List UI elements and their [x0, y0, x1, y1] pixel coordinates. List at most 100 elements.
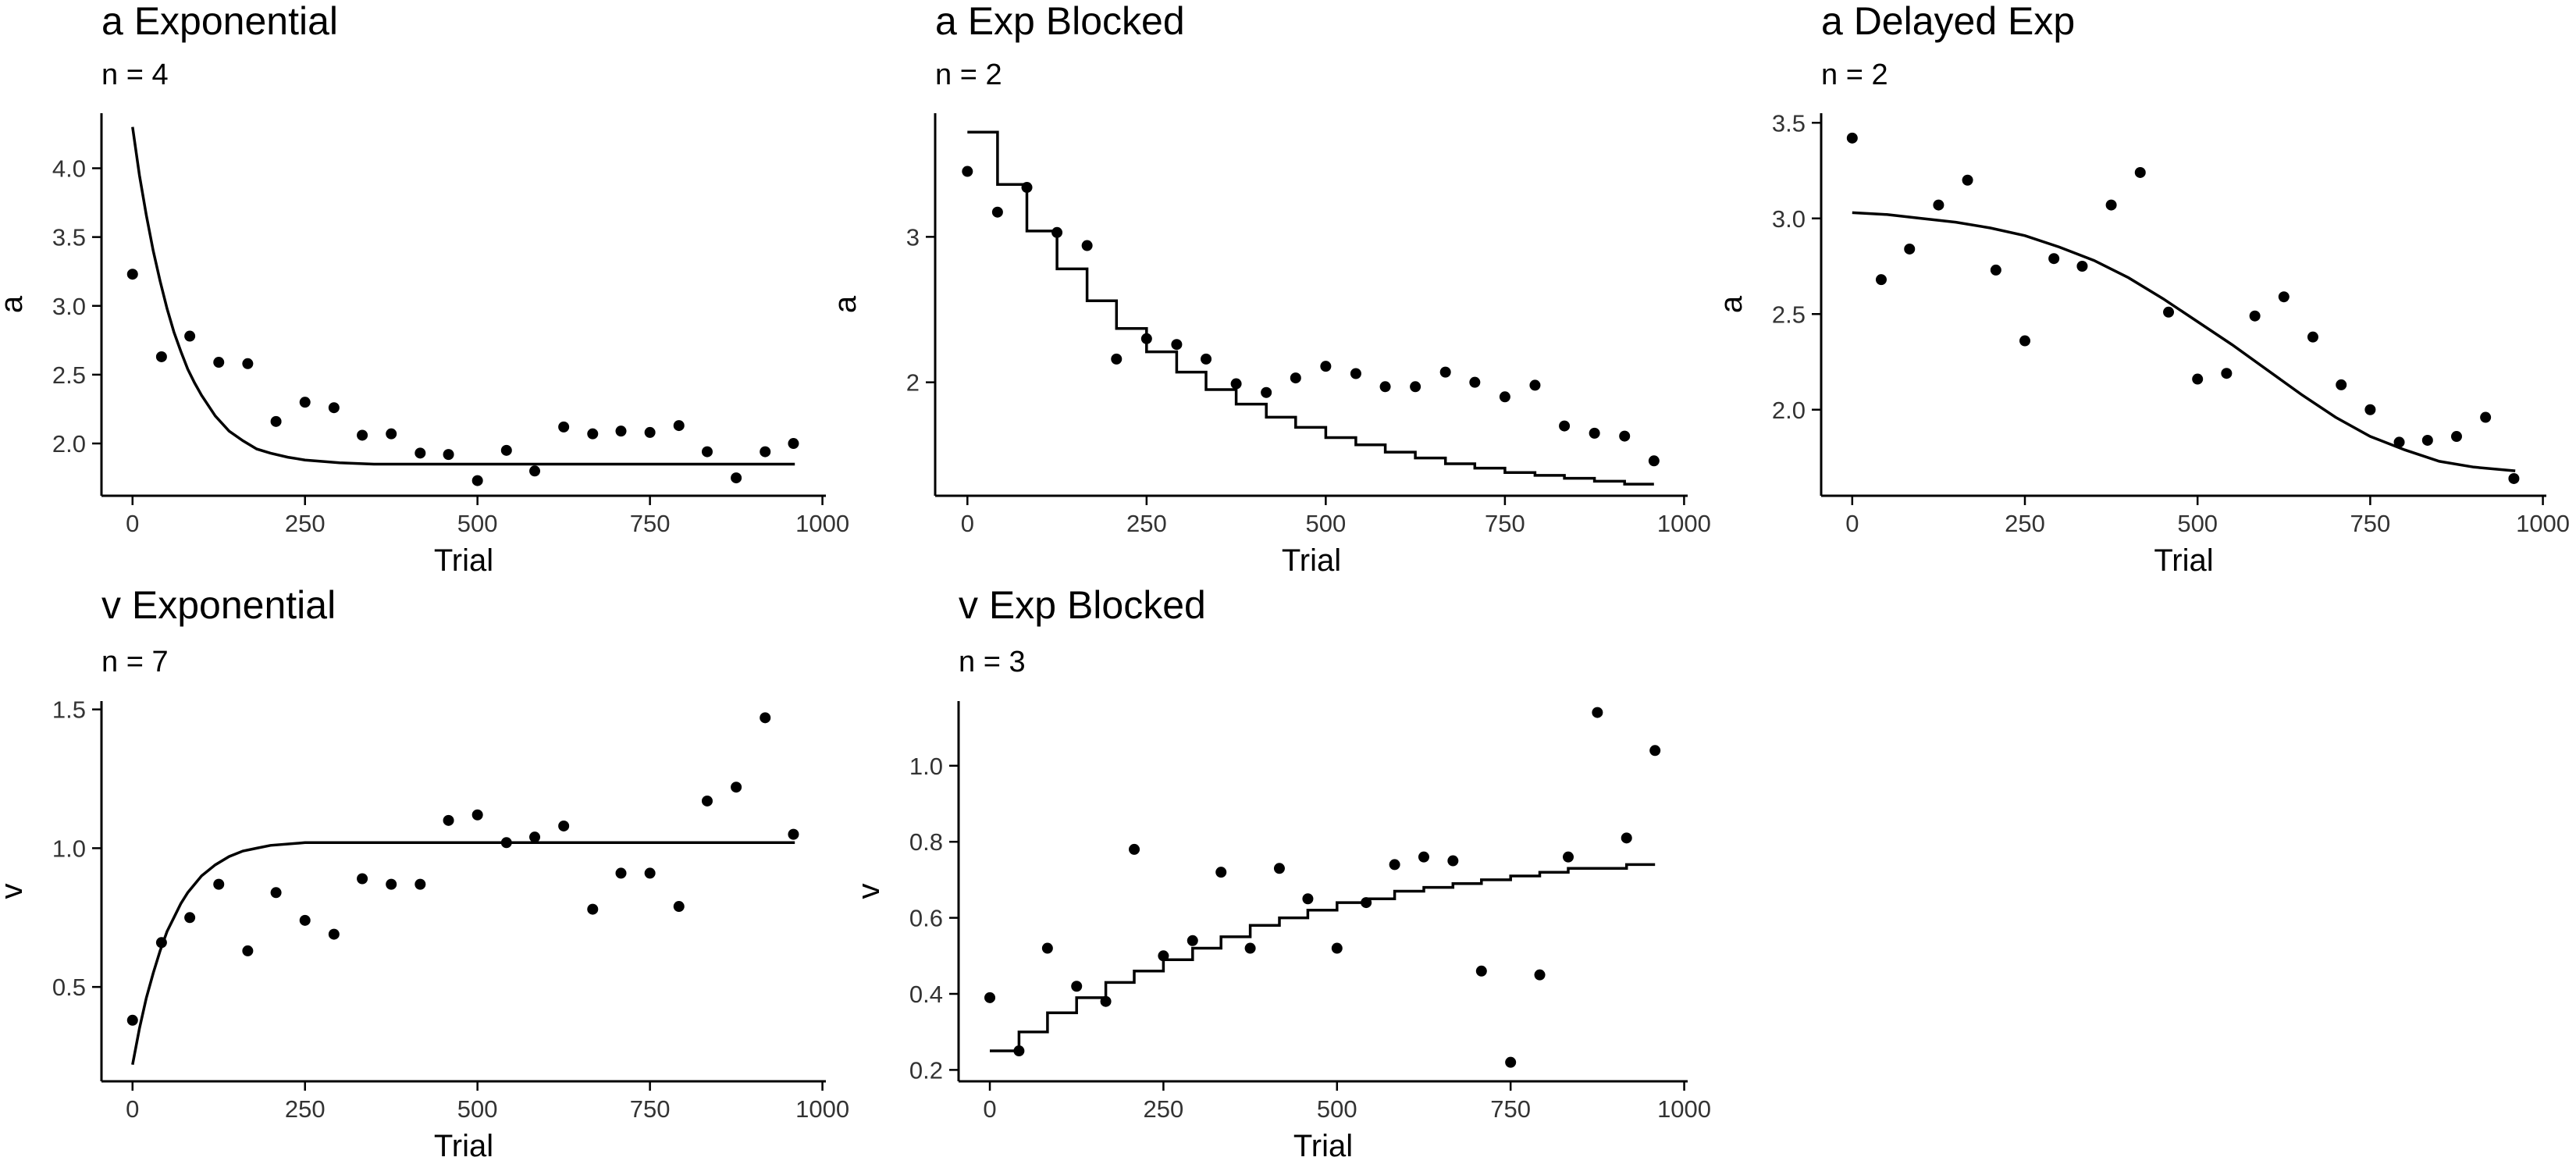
data-point [731, 472, 742, 484]
data-point [328, 402, 340, 414]
y-tick-label: 3.5 [1772, 109, 1806, 137]
data-point [673, 420, 685, 432]
y-axis-label: a [0, 295, 29, 313]
data-point [2421, 434, 2433, 446]
panel-5: v Exp Blocked n = 3 0 250 500 750 1000 0.2 0.4 0.… [852, 583, 1711, 1163]
data-point [1904, 243, 1916, 255]
data-point [760, 712, 771, 724]
data-point [529, 831, 541, 843]
data-point [184, 912, 196, 924]
data-point [500, 837, 512, 849]
y-tick-label: 0.8 [909, 828, 943, 856]
data-point [701, 795, 713, 806]
data-point [1350, 368, 1361, 379]
data-point [1563, 851, 1574, 863]
data-point [471, 809, 483, 821]
data-point [1592, 707, 1603, 718]
data-point [1846, 132, 1858, 144]
data-point [1290, 372, 1301, 384]
data-point [529, 465, 541, 477]
data-point [386, 878, 397, 890]
data-point [1331, 942, 1343, 954]
data-point [1361, 897, 1372, 909]
x-tick-label: 1000 [795, 1095, 849, 1123]
y-tick-label: 0.4 [909, 981, 943, 1008]
data-point [2364, 404, 2376, 415]
data-point [1051, 226, 1063, 238]
x-tick-label: 1000 [1657, 1095, 1711, 1123]
x-tick-label: 750 [1490, 1095, 1531, 1123]
x-tick-label: 500 [2177, 510, 2218, 537]
panel-subtitle: n = 3 [959, 646, 1026, 678]
data-point [731, 782, 742, 793]
step-line [967, 130, 1654, 486]
y-tick-label: 2.0 [1772, 397, 1806, 424]
data-point [1559, 420, 1571, 432]
data-point [1244, 942, 1256, 954]
y-axis-label: v [0, 884, 29, 899]
data-point [962, 166, 973, 177]
data-point [1261, 386, 1272, 398]
panel-subtitle: n = 7 [101, 646, 169, 678]
data-point [587, 903, 599, 915]
panel-2: a Exp Blocked n = 2 0 250 500 750 1000 2 3 Trial a [828, 0, 1711, 578]
x-axis-label: Trial [1293, 1129, 1353, 1163]
data-point [2163, 306, 2175, 318]
panel-subtitle: n = 4 [101, 59, 169, 91]
data-point [357, 873, 368, 885]
data-point [1469, 376, 1481, 388]
data-point [471, 475, 483, 486]
data-point [184, 330, 196, 342]
data-point [1171, 339, 1183, 351]
data-point [2105, 199, 2117, 211]
data-point [1071, 981, 1083, 992]
data-point [386, 428, 397, 440]
data-point [2192, 373, 2204, 385]
data-point [1302, 893, 1314, 905]
x-tick-label: 750 [2350, 510, 2391, 537]
y-tick-label: 3.0 [52, 293, 86, 320]
data-point [299, 914, 311, 926]
y-tick-label: 3.0 [1772, 205, 1806, 233]
data-point [615, 867, 627, 879]
data-point [443, 449, 454, 461]
data-point [1499, 391, 1510, 403]
data-point [1158, 950, 1169, 962]
data-point [558, 421, 570, 433]
x-tick-label: 500 [457, 510, 498, 537]
data-point [1410, 381, 1421, 393]
panel-1: a Exponential n = 4 0 250 500 750 1000 2.0 2.5 3.… [0, 0, 849, 578]
data-point [2450, 431, 2462, 443]
y-tick-label: 1.0 [52, 835, 86, 862]
data-point [1320, 361, 1332, 372]
data-point [1475, 965, 1487, 977]
data-point [299, 397, 311, 408]
y-tick-label: 2 [906, 369, 920, 397]
y-axis-label: v [852, 884, 886, 899]
data-point [1589, 427, 1600, 439]
data-point [1505, 1056, 1517, 1068]
x-tick-label: 500 [1317, 1095, 1357, 1123]
data-point [1962, 174, 1973, 186]
data-point [270, 887, 282, 899]
x-tick-label: 0 [126, 510, 139, 537]
data-point [788, 828, 799, 840]
data-point [587, 428, 599, 440]
data-point [1379, 381, 1391, 393]
data-point [615, 425, 627, 437]
y-tick-label: 0.5 [52, 974, 86, 1001]
x-axis-label: Trial [2154, 543, 2213, 578]
data-point [1619, 430, 1631, 442]
panel-title: a Exp Blocked [935, 0, 1185, 43]
data-point [155, 351, 167, 362]
x-tick-label: 500 [1305, 510, 1346, 537]
data-point [1013, 1045, 1025, 1057]
y-tick-label: 1.5 [52, 696, 86, 724]
data-point [1100, 995, 1112, 1007]
x-tick-label: 500 [457, 1095, 498, 1123]
data-point [1447, 855, 1459, 867]
y-tick-label: 2.5 [1772, 301, 1806, 328]
panel-4: v Exponential n = 7 0 250 500 750 1000 0.5 1.0 1.… [0, 583, 849, 1163]
data-point [2508, 472, 2520, 484]
